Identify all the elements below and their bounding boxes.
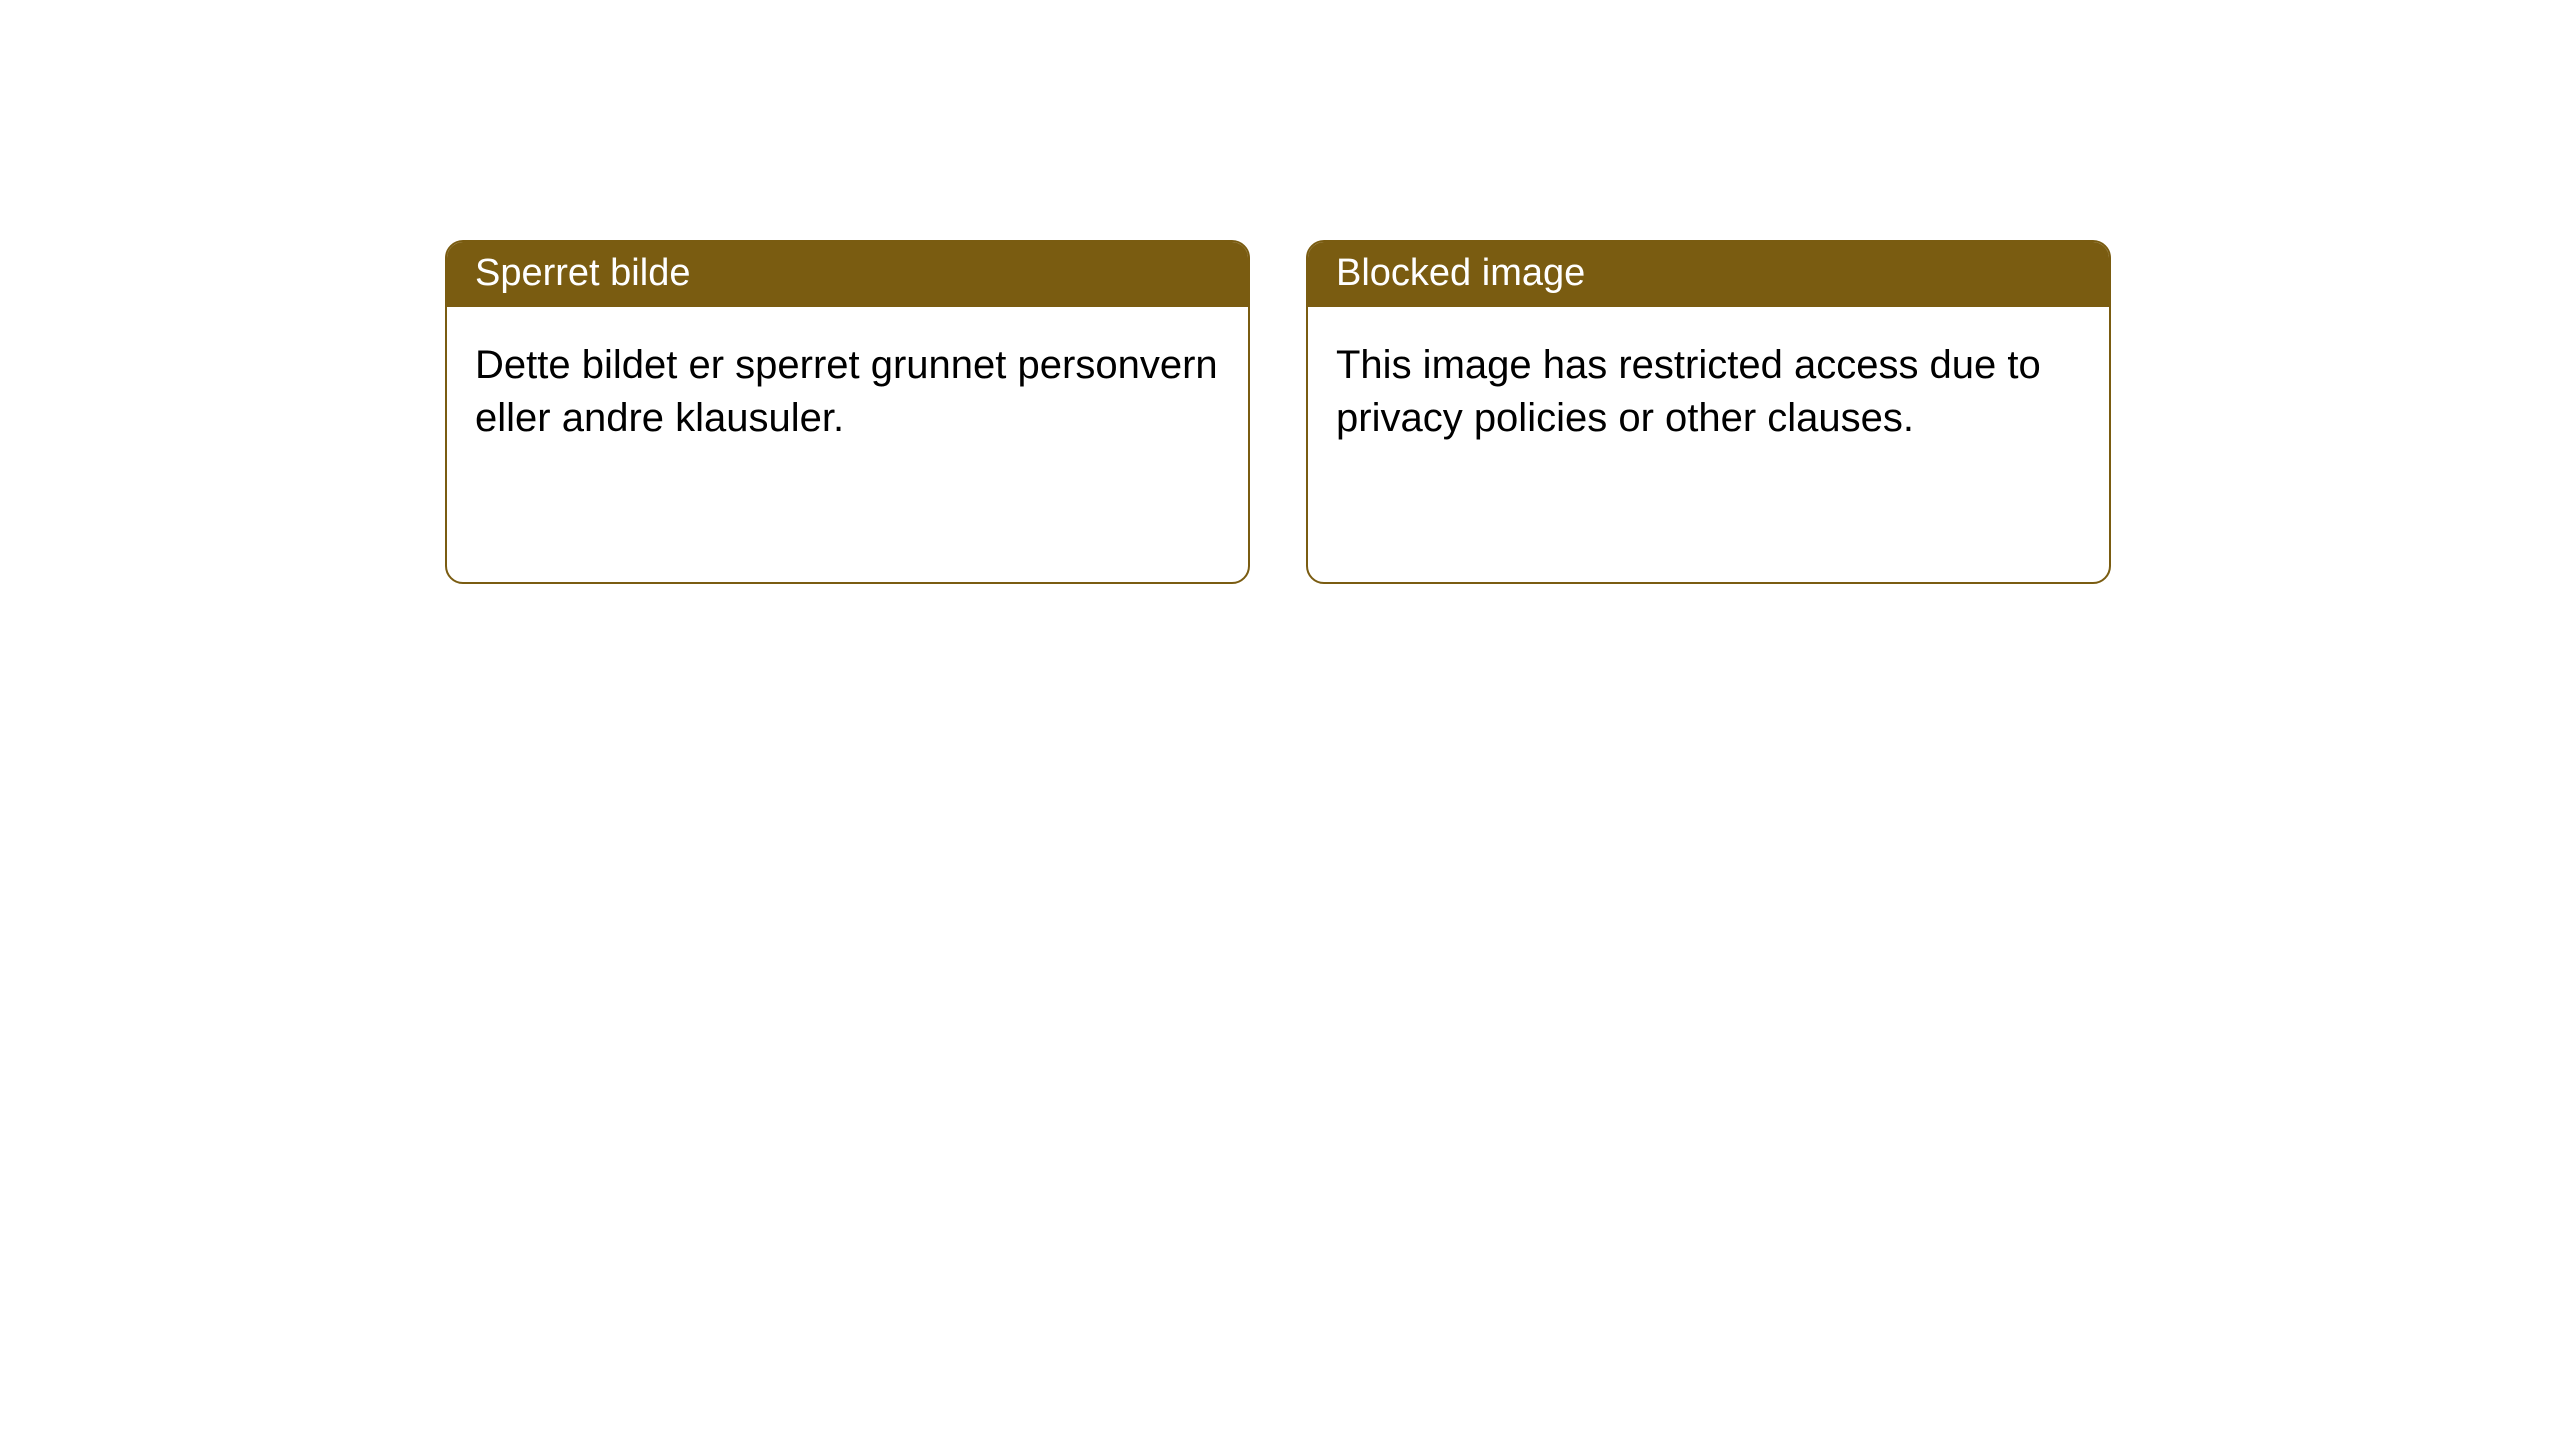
- card-header-no: Sperret bilde: [447, 242, 1248, 307]
- notice-card-en: Blocked image This image has restricted …: [1306, 240, 2111, 584]
- notice-container: Sperret bilde Dette bildet er sperret gr…: [445, 240, 2111, 584]
- card-header-en: Blocked image: [1308, 242, 2109, 307]
- notice-card-no: Sperret bilde Dette bildet er sperret gr…: [445, 240, 1250, 584]
- card-body-no: Dette bildet er sperret grunnet personve…: [447, 307, 1248, 582]
- card-body-en: This image has restricted access due to …: [1308, 307, 2109, 582]
